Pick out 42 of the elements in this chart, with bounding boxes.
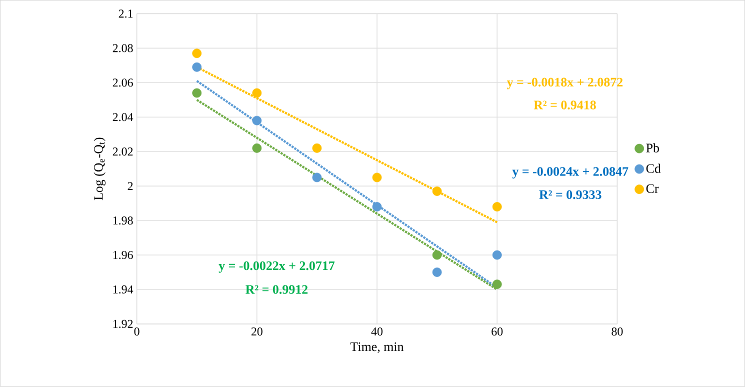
point xyxy=(432,186,442,196)
point xyxy=(252,88,262,98)
point xyxy=(312,172,322,182)
point xyxy=(432,250,442,260)
point xyxy=(492,202,502,212)
y-tick-label: 2.06 xyxy=(112,78,133,87)
annotation: R² = 0.9912 xyxy=(246,285,308,294)
point xyxy=(252,144,262,153)
legend-label: Cr xyxy=(646,184,659,194)
y-tick-label: 2.08 xyxy=(112,44,133,52)
y-tick-label: 1.98 xyxy=(113,216,133,225)
x-tick-label: 40 xyxy=(371,328,383,336)
y-axis-title: Log (Q$_{e}$-Q$_{t}$) xyxy=(94,138,106,200)
point xyxy=(372,172,382,182)
point xyxy=(252,116,262,126)
annotation: R² = 0.9418 xyxy=(534,100,596,110)
y-tick-label: 2.02 xyxy=(112,148,133,156)
annotation: R² = 0.9333 xyxy=(539,190,602,200)
point xyxy=(372,202,382,212)
point xyxy=(192,88,202,98)
y-tick-label: 2 xyxy=(128,182,133,190)
x-tick-label: 60 xyxy=(492,328,503,336)
x-tick-label: 20 xyxy=(251,328,262,336)
legend-label: Cd xyxy=(646,164,661,174)
annotation: y = -0.0018x + 2.0872 xyxy=(506,78,623,90)
point xyxy=(492,250,502,260)
x-tick-label: 80 xyxy=(612,328,623,336)
y-tick-label: 1.94 xyxy=(113,286,134,294)
y-tick-label: 1.92 xyxy=(113,320,133,328)
x-axis-title: Time, min xyxy=(350,342,404,354)
point xyxy=(192,48,202,58)
y-tick-label: 2.1 xyxy=(118,10,133,18)
x-tick-label: 0 xyxy=(134,328,140,336)
y-tick-label: 2.04 xyxy=(112,113,134,122)
y-tick-label: 1.96 xyxy=(113,251,133,260)
annotation: y = -0.0022x + 2.0717 xyxy=(218,262,335,273)
point xyxy=(192,62,202,72)
legend-label: Pb xyxy=(646,143,660,153)
point xyxy=(492,280,502,290)
point xyxy=(312,144,322,153)
annotation: y = -0.0024x + 2.0847 xyxy=(512,167,628,179)
point xyxy=(432,268,442,278)
